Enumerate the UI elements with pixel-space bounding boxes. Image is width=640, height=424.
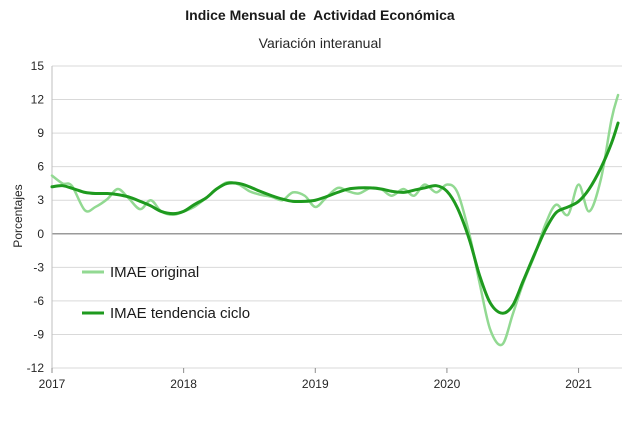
legend-label-imae-tendencia-ciclo: IMAE tendencia ciclo [110, 305, 250, 322]
y-tick-label: -9 [33, 327, 44, 341]
y-tick-label: 15 [31, 59, 45, 73]
grid-layer [52, 65, 622, 369]
legend-label-imae-original: IMAE original [110, 264, 199, 281]
axis-layer: 15 12 9 6 3 0 -3 -6 -9 -12 2017 2018 2019 2020 2021 [27, 59, 593, 391]
y-tick-label: 9 [37, 126, 44, 140]
y-tick-label: 3 [37, 193, 44, 207]
y-axis-label: Porcentajes [11, 184, 25, 247]
chart-title: Indice Mensual de Actividad Económica [185, 7, 455, 23]
x-tick-label: 2021 [565, 377, 592, 391]
series-layer [50, 93, 620, 347]
x-tick-label: 2020 [434, 377, 461, 391]
y-tick-label: -12 [27, 361, 45, 375]
y-tick-label: -3 [33, 260, 44, 274]
y-tick-label: 12 [31, 93, 45, 107]
y-tick-label: -6 [33, 294, 44, 308]
x-tick-label: 2019 [302, 377, 329, 391]
y-tick-label: 0 [37, 227, 44, 241]
y-tick-label: 6 [37, 160, 44, 174]
legend: IMAE original IMAE tendencia ciclo [82, 264, 250, 322]
x-tick-label: 2017 [39, 377, 66, 391]
series-line-imae-tendencia-ciclo [50, 121, 620, 315]
x-tick-label: 2018 [170, 377, 197, 391]
chart-subtitle: Variación interanual [258, 35, 382, 51]
